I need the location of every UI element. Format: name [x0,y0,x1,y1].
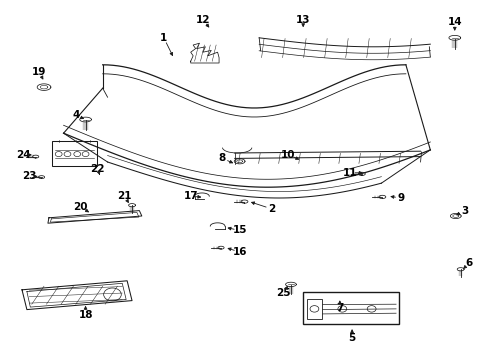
Text: 20: 20 [73,202,88,212]
Text: 14: 14 [447,17,461,27]
Text: 6: 6 [465,258,472,268]
Text: 3: 3 [460,206,467,216]
Text: 8: 8 [219,153,225,163]
Text: 12: 12 [195,15,210,25]
Text: 7: 7 [335,303,343,313]
Text: 2: 2 [267,204,274,214]
Text: 23: 23 [22,171,37,181]
Text: 16: 16 [232,247,246,257]
Text: 11: 11 [342,168,356,178]
Text: 24: 24 [16,150,30,160]
Text: 19: 19 [32,67,46,77]
Bar [303,292,398,324]
Text: 10: 10 [281,150,295,160]
Text: 18: 18 [78,310,93,320]
Text: 15: 15 [232,225,246,235]
Bar [306,299,321,319]
Text: 13: 13 [295,15,310,25]
Text: 21: 21 [117,191,132,201]
Text: 4: 4 [72,110,80,120]
Text: 25: 25 [276,288,290,298]
Text: 5: 5 [348,333,355,343]
Text: 22: 22 [90,164,105,174]
Text: 17: 17 [183,191,198,201]
Text: 9: 9 [397,193,404,203]
Text: 1: 1 [160,33,167,43]
